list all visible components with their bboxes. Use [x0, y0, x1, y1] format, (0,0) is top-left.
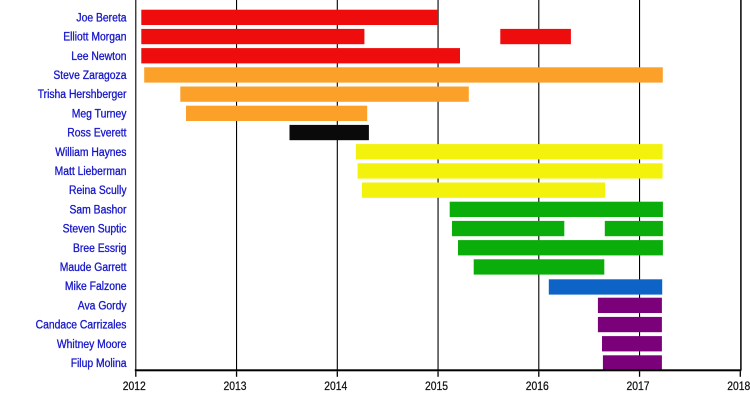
svg-text:Joe Bereta: Joe Bereta: [76, 12, 127, 24]
svg-text:William Haynes: William Haynes: [55, 147, 127, 159]
svg-text:Steve Zaragoza: Steve Zaragoza: [53, 70, 127, 82]
svg-text:Ross Everett: Ross Everett: [67, 128, 127, 140]
svg-text:Ava Gordy: Ava Gordy: [78, 300, 127, 312]
svg-text:2016: 2016: [526, 381, 549, 393]
svg-text:2013: 2013: [224, 381, 247, 393]
svg-text:Meg Turney: Meg Turney: [72, 108, 127, 120]
svg-text:Candace Carrizales: Candace Carrizales: [36, 320, 127, 332]
svg-text:Steven Suptic: Steven Suptic: [63, 224, 127, 236]
svg-text:Trisha Hershberger: Trisha Hershberger: [38, 89, 127, 101]
svg-text:Mike Falzone: Mike Falzone: [65, 281, 127, 293]
svg-text:2017: 2017: [627, 381, 650, 393]
svg-text:2015: 2015: [425, 381, 448, 393]
svg-text:Whitney Moore: Whitney Moore: [57, 339, 127, 351]
svg-text:Maude Garrett: Maude Garrett: [60, 262, 127, 274]
svg-text:2018: 2018: [727, 381, 750, 393]
svg-text:Matt Lieberman: Matt Lieberman: [55, 166, 127, 178]
svg-text:Bree Essrig: Bree Essrig: [73, 243, 127, 255]
svg-text:2014: 2014: [324, 381, 348, 393]
svg-text:Reina Scully: Reina Scully: [69, 185, 127, 197]
svg-text:Lee Newton: Lee Newton: [71, 51, 126, 63]
svg-text:Elliott Morgan: Elliott Morgan: [63, 32, 126, 44]
svg-text:2012: 2012: [123, 381, 146, 393]
svg-text:Sam Bashor: Sam Bashor: [70, 204, 127, 216]
svg-text:Filup Molina: Filup Molina: [71, 358, 127, 370]
